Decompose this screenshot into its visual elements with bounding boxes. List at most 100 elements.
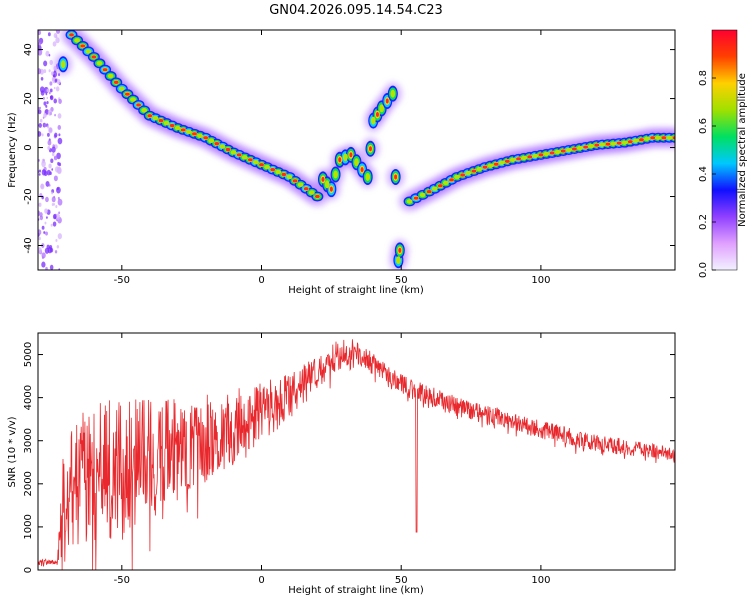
spectrogram-yellow-core <box>532 153 539 159</box>
spectrogram-noise-speck <box>53 155 58 161</box>
spectrogram-yellow-core <box>354 158 359 167</box>
spectrogram-noise-speck <box>44 124 47 128</box>
spectrogram-red-peak <box>398 247 402 253</box>
spectrogram-red-peak <box>281 172 287 177</box>
spectrogram-yellow-core <box>230 150 237 155</box>
spectrogram-noise-speck <box>47 132 50 137</box>
spectrogram-yellow-core <box>60 60 66 69</box>
spectrogram-noise-speck <box>56 186 61 194</box>
spectrogram-noise-speck <box>46 244 50 249</box>
spectrogram-noise-speck <box>48 183 51 187</box>
colorbar-tick-label: 0.2 <box>698 214 709 230</box>
spectrogram-noise-speck <box>38 236 41 241</box>
spectrogram-y-tick-label: 40 <box>23 43 34 56</box>
colorbar-tick-label: 0.8 <box>698 70 709 86</box>
spectrogram-noise-speck <box>38 173 41 176</box>
spectrogram-red-peak <box>113 80 119 85</box>
spectrogram-noise-speck <box>49 171 52 176</box>
spectrogram-noise-speck <box>45 92 48 96</box>
spectrogram-yellow-core <box>476 166 483 172</box>
spectrogram-noise-speck <box>53 86 56 90</box>
snr-x-tick-label: -50 <box>114 575 130 586</box>
spectrogram-noise-speck <box>45 196 49 203</box>
spectrogram-yellow-core <box>333 170 338 179</box>
spectrogram-yellow-core <box>118 86 125 92</box>
spectrogram-noise-speck <box>44 221 47 225</box>
spectrogram-noise-speck <box>54 78 58 83</box>
spectrogram-noise-speck <box>43 231 46 234</box>
spectrogram-red-peak <box>516 157 521 161</box>
spectrogram-yellow-core <box>565 147 572 153</box>
spectrogram-noise-speck <box>46 96 49 100</box>
spectrogram-yellow-core <box>85 49 92 54</box>
spectrogram-red-peak <box>270 167 276 172</box>
spectrogram-noise-speck <box>40 90 45 96</box>
spectrogram-noise-speck <box>58 211 61 215</box>
snr-x-tick-label: 50 <box>395 575 408 586</box>
spectrogram-noise-speck <box>51 191 54 195</box>
spectrogram-noise-speck <box>43 60 48 67</box>
spectrogram-red-peak <box>147 114 153 118</box>
spectrogram-trace <box>58 30 675 269</box>
spectrogram-noise-speck <box>53 98 58 104</box>
spectrogram-red-peak <box>616 141 622 145</box>
spectrogram-noise-speck <box>51 196 56 203</box>
spectrogram-red-peak <box>314 194 320 199</box>
spectrogram-red-peak <box>549 151 555 155</box>
spectrogram-yellow-core <box>152 115 159 121</box>
spectrogram-yellow-core <box>286 174 293 180</box>
spectrogram-yellow-core <box>396 256 401 265</box>
spectrogram-noise-speck <box>57 113 62 119</box>
figure-title: GN04.2026.095.14.54.C23 <box>269 3 443 18</box>
spectrogram-noise-speck <box>55 86 60 92</box>
colorbar-tick-label: 0.4 <box>698 166 709 182</box>
spectrogram-noise-speck <box>38 131 42 137</box>
spectrogram-yellow-core <box>197 133 204 139</box>
spectrogram-noise-speck <box>53 33 58 39</box>
spectrogram-noise-speck <box>48 91 51 95</box>
spectrogram-red-peak <box>437 184 443 188</box>
spectrogram-red-peak <box>572 147 577 151</box>
snr-panel: -50 0 50 100 0 1000 2000 3000 4000 5000 Height o… <box>7 332 676 596</box>
spectrogram-yellow-core <box>454 174 461 180</box>
spectrogram-noise-speck <box>54 250 58 254</box>
snr-y-tick-label: 5000 <box>23 342 34 367</box>
spectrogram-yellow-core <box>163 120 170 126</box>
colorbar-tick-label: 0.0 <box>698 262 709 278</box>
spectrogram-red-peak <box>605 142 611 146</box>
colorbar-label: Normalized spectral amplitude <box>737 73 748 227</box>
spectrogram-red-peak <box>259 163 264 167</box>
spectrogram-noise-speck <box>40 76 44 81</box>
spectrogram-y-ticks: -40 -20 0 20 40 <box>23 43 675 254</box>
spectrogram-noise-speck <box>43 112 47 118</box>
spectrogram-noise-speck <box>38 30 42 36</box>
spectrogram-red-peak <box>583 145 588 149</box>
spectrogram-red-peak <box>661 136 667 140</box>
spectrogram-yellow-core <box>219 144 226 149</box>
snr-frame <box>37 332 676 571</box>
spectrogram-noise-speck <box>38 109 42 115</box>
spectrogram-noise-speck <box>47 32 51 37</box>
spectrogram-yellow-core <box>185 129 192 135</box>
spectrogram-noise-speck <box>49 59 53 65</box>
spectrogram-red-peak <box>375 111 379 117</box>
spectrogram-x-tick-label: 0 <box>258 275 264 286</box>
colorbar-ticks: 0.0 0.2 0.4 0.6 0.8 <box>698 70 716 278</box>
spectrogram-noise-speck <box>45 181 50 187</box>
spectrogram-yellow-core <box>655 135 662 141</box>
spectrogram-noise-speck <box>57 198 63 206</box>
spectrogram-yellow-core <box>174 125 181 131</box>
spectrogram-noise-speck <box>45 216 48 219</box>
spectrogram-red-peak <box>560 149 566 153</box>
spectrogram-noise-speck <box>43 69 47 74</box>
spectrogram-noise-speck <box>50 223 53 227</box>
spectrogram-yellow-core <box>141 108 148 113</box>
spectrogram-yellow-core <box>554 149 561 155</box>
spectrogram-noise-speck <box>57 233 63 240</box>
spectrogram-yellow-core <box>241 155 248 160</box>
spectrogram-noise-speck <box>45 266 48 270</box>
spectrogram-red-peak <box>247 158 253 162</box>
spectrogram-noise-speck <box>40 193 42 196</box>
spectrogram-yellow-core <box>666 135 673 141</box>
